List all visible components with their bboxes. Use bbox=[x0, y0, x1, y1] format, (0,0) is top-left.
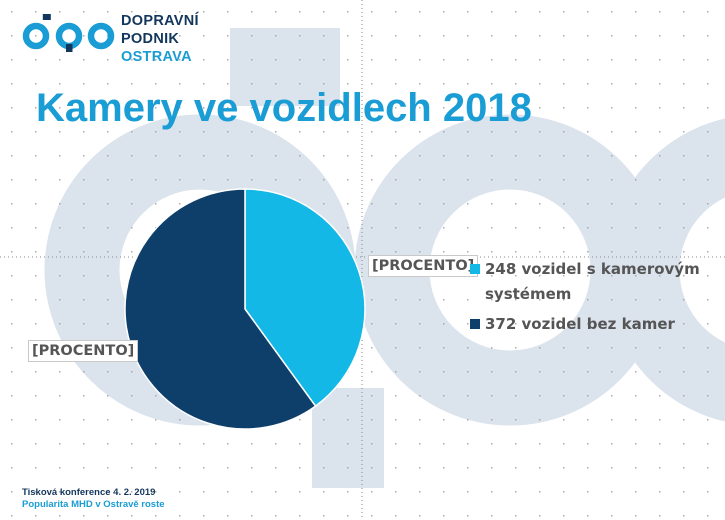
logo-line-2: PODNIK bbox=[121, 31, 180, 47]
slide-title: Kamery ve vozidlech 2018 bbox=[36, 86, 532, 130]
legend-swatch-no-cameras bbox=[470, 319, 480, 329]
logo-wordmark: DOPRAVNÍ PODNIK OSTRAVA bbox=[121, 12, 199, 66]
footer-topic: Popularita MHD v Ostravě roste bbox=[22, 499, 165, 510]
pie-slice-cameras bbox=[244, 188, 366, 408]
chart-legend: 248 vozidel s kamerovým systémem 372 voz… bbox=[470, 257, 700, 342]
legend-label-cameras: 248 vozidel s kamerovým systémem bbox=[485, 260, 700, 303]
legend-item-no-cameras: 372 vozidel bez kamer bbox=[470, 312, 700, 337]
data-label-cameras: [PROCENTO] bbox=[368, 255, 479, 277]
footer-event: Tisková konference 4. 2. 2019 bbox=[22, 487, 156, 498]
data-label-no-cameras: [PROCENTO] bbox=[28, 340, 139, 362]
logo-line-3: OSTRAVA bbox=[121, 49, 192, 65]
dpo-logo bbox=[22, 14, 115, 52]
footer: Tisková konference 4. 2. 2019 Popularita… bbox=[22, 487, 165, 511]
logo-line-1: DOPRAVNÍ bbox=[121, 13, 199, 29]
legend-item-cameras: 248 vozidel s kamerovým systémem bbox=[470, 257, 700, 307]
legend-label-no-cameras: 372 vozidel bez kamer bbox=[485, 315, 675, 333]
legend-swatch-cameras bbox=[470, 264, 480, 274]
